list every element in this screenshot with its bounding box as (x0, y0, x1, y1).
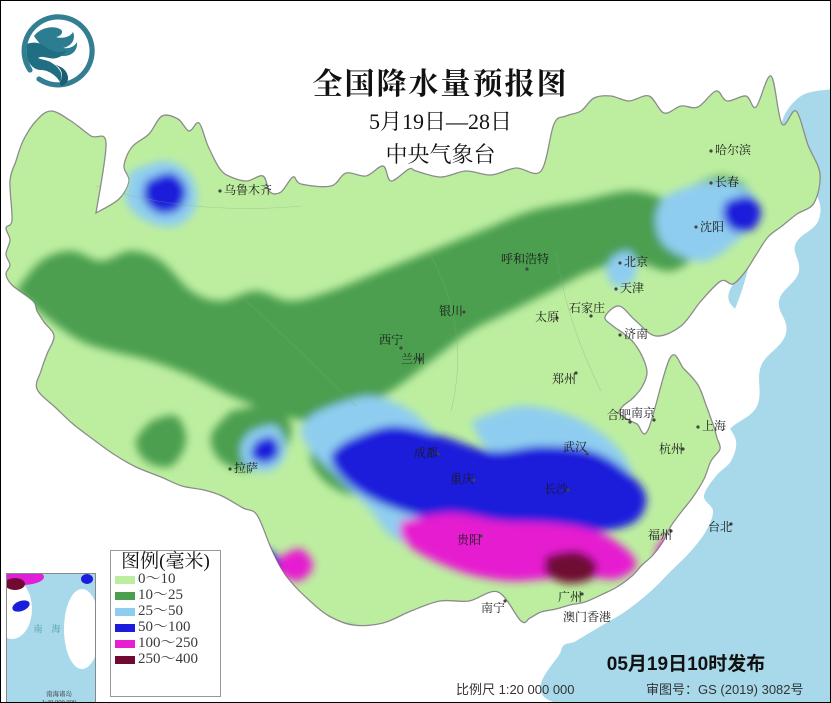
svg-text:台北: 台北 (708, 520, 732, 534)
svg-text:南 海: 南 海 (33, 623, 60, 634)
svg-text:南宁: 南宁 (481, 600, 505, 615)
svg-text:乌鲁木齐: 乌鲁木齐 (224, 182, 272, 197)
svg-text:上海: 上海 (702, 418, 726, 433)
svg-text:郑州: 郑州 (552, 371, 576, 386)
svg-text:澳门: 澳门 (563, 609, 587, 624)
svg-text:香港: 香港 (587, 609, 611, 624)
svg-text:成都: 成都 (414, 445, 438, 460)
svg-text:石家庄: 石家庄 (569, 300, 605, 315)
svg-text:呼和浩特: 呼和浩特 (501, 251, 549, 266)
svg-text:银川: 银川 (439, 304, 463, 318)
svg-text:沈阳: 沈阳 (700, 219, 724, 234)
svg-text:长沙: 长沙 (544, 481, 569, 496)
svg-text:西宁: 西宁 (379, 333, 403, 347)
svg-text:武汉: 武汉 (563, 439, 587, 454)
svg-text:合肥: 合肥 (607, 407, 631, 422)
svg-text:拉萨: 拉萨 (234, 460, 258, 475)
svg-text:兰州: 兰州 (401, 352, 425, 366)
svg-text:重庆: 重庆 (450, 471, 474, 486)
svg-text:杭州: 杭州 (659, 441, 683, 456)
svg-text:贵阳: 贵阳 (457, 532, 481, 547)
svg-text:北京: 北京 (624, 254, 648, 269)
svg-text:天津: 天津 (620, 280, 644, 295)
svg-text:济南: 济南 (624, 326, 648, 341)
svg-text:南京: 南京 (631, 405, 655, 420)
svg-text:南海诸岛: 南海诸岛 (46, 689, 73, 698)
svg-text:广州: 广州 (558, 589, 582, 604)
svg-text:福州: 福州 (648, 528, 672, 542)
svg-text:1:40 000 000: 1:40 000 000 (42, 699, 76, 703)
svg-text:长春: 长春 (715, 175, 739, 189)
svg-text:太原: 太原 (535, 309, 559, 324)
